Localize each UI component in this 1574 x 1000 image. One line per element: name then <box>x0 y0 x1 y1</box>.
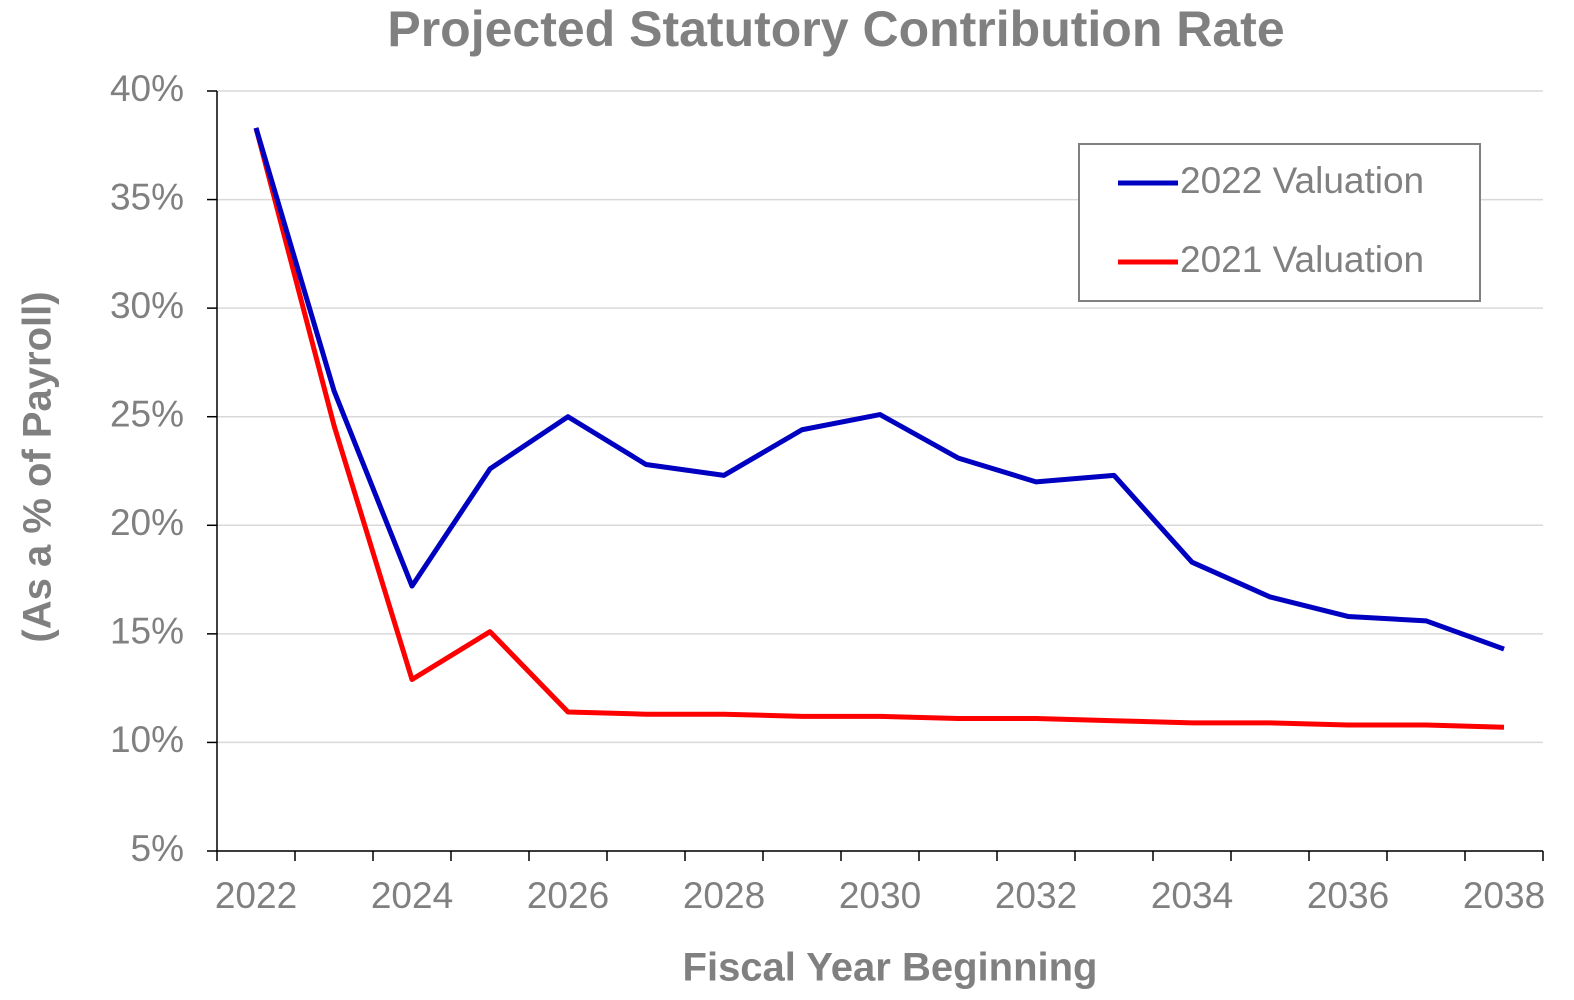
y-tick-label: 35% <box>110 176 184 217</box>
x-tick-label: 2030 <box>839 875 921 916</box>
line-series <box>253 127 1505 730</box>
y-tick-label: 20% <box>110 502 184 543</box>
y-tick-label: 15% <box>110 611 184 652</box>
x-tick-label: 2034 <box>1151 875 1233 916</box>
line-series <box>253 127 1505 652</box>
x-tick-label: 2036 <box>1307 875 1389 916</box>
legend-label: 2022 Valuation <box>1180 160 1424 201</box>
x-axis-title: Fiscal Year Beginning <box>683 946 1098 990</box>
y-tick-label: 10% <box>110 719 184 760</box>
x-tick-label: 2022 <box>215 875 297 916</box>
x-tick-label: 2032 <box>995 875 1077 916</box>
x-tick-label: 2038 <box>1463 875 1545 916</box>
legend-label: 2021 Valuation <box>1180 239 1424 280</box>
chart-title: Projected Statutory Contribution Rate <box>387 1 1284 57</box>
y-tick-label: 25% <box>110 393 184 434</box>
y-tick-label: 40% <box>110 68 184 109</box>
x-tick-label: 2028 <box>683 875 765 916</box>
y-tick-label: 5% <box>131 828 184 869</box>
legend-box <box>1078 143 1481 302</box>
x-tick-label: 2026 <box>527 875 609 916</box>
y-tick-label: 30% <box>110 285 184 326</box>
x-tick-label: 2024 <box>371 875 453 916</box>
y-axis-title: (As a % of Payroll) <box>16 291 60 642</box>
